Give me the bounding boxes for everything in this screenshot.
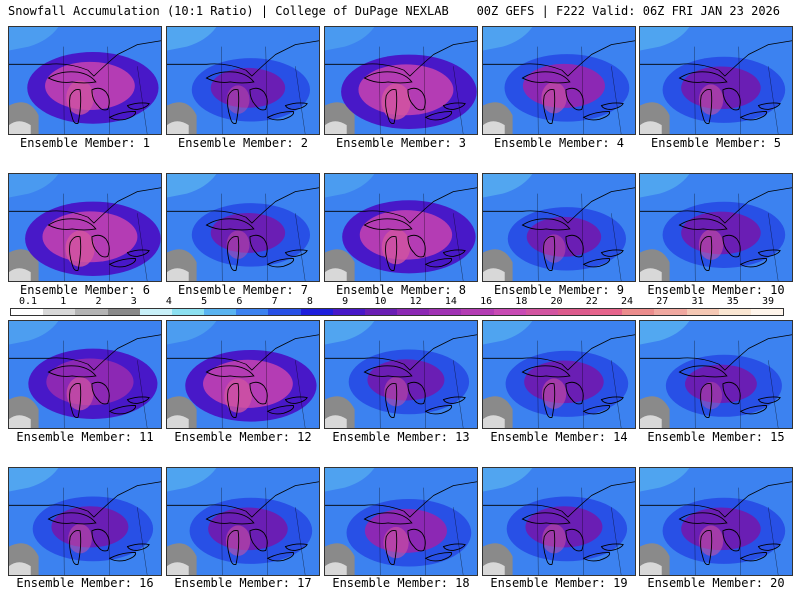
member-map-6 [8, 173, 162, 282]
colorbar-label: 16 [480, 296, 493, 307]
member-map-14 [482, 320, 636, 429]
colorbar-segment [525, 309, 558, 315]
colorbar-segment [171, 309, 205, 315]
member-label-17: Ensemble Member: 17 [174, 576, 312, 590]
colorbar-segment [11, 309, 44, 315]
colorbar-segment [139, 309, 172, 315]
member-map-13 [324, 320, 478, 429]
member-label-16: Ensemble Member: 16 [16, 576, 154, 590]
colorbar-label: 31 [691, 296, 704, 307]
colorbar-segment [461, 309, 494, 315]
colorbar-segment [654, 309, 687, 315]
colorbar-label: 24 [621, 296, 634, 307]
member-label-5: Ensemble Member: 5 [650, 136, 782, 150]
colorbar-segment [493, 309, 526, 315]
member-map-19 [482, 467, 636, 576]
colorbar-label: 9 [342, 296, 349, 307]
member-label-12: Ensemble Member: 12 [174, 430, 312, 444]
colorbar-segment [590, 309, 623, 315]
colorbar-segment [75, 309, 108, 315]
member-label-6: Ensemble Member: 6 [19, 283, 151, 297]
colorbar-label: 7 [271, 296, 278, 307]
member-map-4 [482, 26, 636, 135]
colorbar-segment [750, 309, 784, 315]
colorbar-label: 2 [95, 296, 102, 307]
colorbar-labels: 0.1 1 2 3 4 5 6 7 8 9 10 12 14 16 18 20 22 24 27 31 35 39 [10, 296, 784, 308]
member-label-9: Ensemble Member: 9 [493, 283, 625, 297]
colorbar-segment [268, 309, 301, 315]
member-label-7: Ensemble Member: 7 [177, 283, 309, 297]
member-label-11: Ensemble Member: 11 [16, 430, 154, 444]
member-map-16 [8, 467, 162, 576]
colorbar-segment [204, 309, 237, 315]
colorbar-label: 3 [130, 296, 137, 307]
member-map-11 [8, 320, 162, 429]
colorbar-label: 18 [515, 296, 528, 307]
colorbar-label: 39 [761, 296, 775, 307]
colorbar-label: 35 [726, 296, 739, 307]
header: Snowfall Accumulation (10:1 Ratio) | Col… [0, 0, 800, 22]
colorbar-label: 6 [236, 296, 243, 307]
member-label-13: Ensemble Member: 13 [332, 430, 470, 444]
colorbar-label: 22 [585, 296, 598, 307]
member-map-17 [166, 467, 320, 576]
colorbar-label: 10 [374, 296, 387, 307]
colorbar-segment [557, 309, 591, 315]
member-map-2 [166, 26, 320, 135]
colorbar-label: 5 [201, 296, 208, 307]
member-map-20 [639, 467, 793, 576]
colorbar-label: 8 [306, 296, 313, 307]
member-label-14: Ensemble Member: 14 [490, 430, 628, 444]
colorbar-label: 12 [409, 296, 422, 307]
colorbar-segment [300, 309, 333, 315]
colorbar-segment [718, 309, 751, 315]
member-label-2: Ensemble Member: 2 [177, 136, 309, 150]
member-map-12 [166, 320, 320, 429]
member-label-4: Ensemble Member: 4 [493, 136, 625, 150]
member-map-7 [166, 173, 320, 282]
colorbar-segment [107, 309, 140, 315]
snowfall-colorbar [10, 308, 784, 316]
member-map-15 [639, 320, 793, 429]
colorbar-label: 4 [165, 296, 172, 307]
colorbar-segment [397, 309, 430, 315]
member-label-18: Ensemble Member: 18 [332, 576, 470, 590]
run-info: 00Z GEFS | F222 Valid: 06Z FRI JAN 23 20… [476, 4, 780, 18]
member-map-1 [8, 26, 162, 135]
colorbar-label: 27 [656, 296, 669, 307]
member-map-8 [324, 173, 478, 282]
colorbar-segment [429, 309, 462, 315]
member-label-1: Ensemble Member: 1 [19, 136, 151, 150]
member-label-8: Ensemble Member: 8 [335, 283, 467, 297]
member-label-10: Ensemble Member: 10 [647, 283, 785, 297]
member-label-3: Ensemble Member: 3 [335, 136, 467, 150]
map-title: Snowfall Accumulation (10:1 Ratio) | Col… [8, 4, 449, 18]
member-map-10 [639, 173, 793, 282]
colorbar-segment [43, 309, 76, 315]
colorbar-label: 0.1 [18, 296, 38, 307]
colorbar-segment [332, 309, 365, 315]
member-map-18 [324, 467, 478, 576]
colorbar-label: 1 [60, 296, 67, 307]
member-map-5 [639, 26, 793, 135]
colorbar-segment [622, 309, 655, 315]
colorbar-label: 20 [550, 296, 563, 307]
colorbar-segment [236, 309, 269, 315]
member-label-20: Ensemble Member: 20 [647, 576, 785, 590]
member-map-9 [482, 173, 636, 282]
colorbar-segment [686, 309, 719, 315]
colorbar-segment [364, 309, 398, 315]
member-label-15: Ensemble Member: 15 [647, 430, 785, 444]
member-map-3 [324, 26, 478, 135]
member-label-19: Ensemble Member: 19 [490, 576, 628, 590]
colorbar-label: 14 [444, 296, 457, 307]
